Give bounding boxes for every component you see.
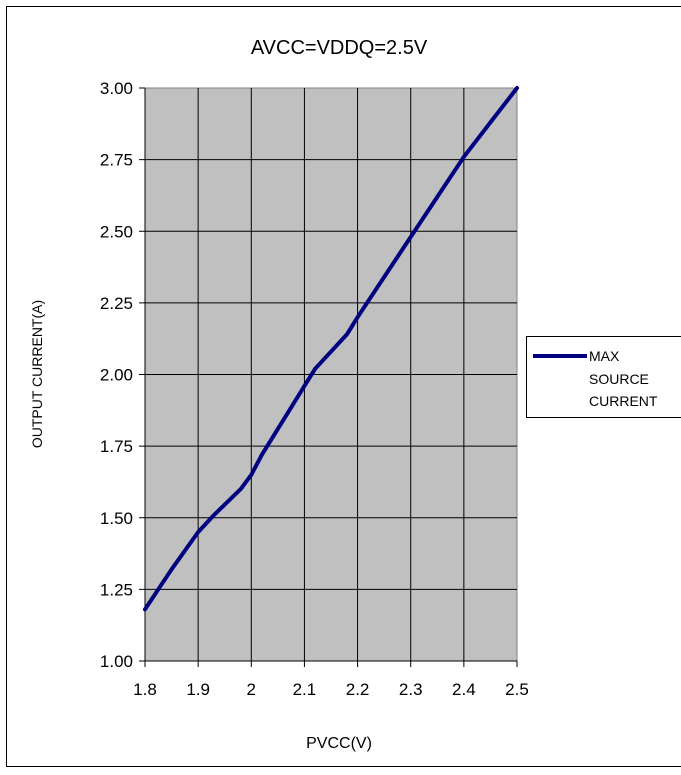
y-tick-label-1: 1.25 — [100, 580, 133, 599]
legend-label-line-3: CURRENT — [589, 393, 658, 409]
y-tick-label-4: 2.00 — [100, 366, 133, 385]
legend: MAX SOURCE CURRENT — [527, 337, 681, 418]
x-axis-label: PVCC(V) — [306, 735, 372, 752]
y-tick-label-8: 3.00 — [100, 79, 133, 98]
y-tick-label-0: 1.00 — [100, 652, 133, 671]
x-tick-label-7: 2.5 — [505, 680, 529, 699]
legend-label-line-2: SOURCE — [589, 371, 649, 387]
x-tick-label-6: 2.4 — [452, 680, 476, 699]
y-tick-label-3: 1.75 — [100, 437, 133, 456]
x-axis-ticks: 1.8 1.9 2 2.1 2.2 2.3 2.4 2.5 — [133, 661, 529, 699]
y-axis-label: OUTPUT CURRENT(A) — [29, 300, 45, 448]
chart-title: AVCC=VDDQ=2.5V — [251, 37, 428, 59]
y-tick-label-2: 1.50 — [100, 509, 133, 528]
x-tick-label-3: 2.1 — [293, 680, 317, 699]
x-tick-label-2: 2 — [247, 680, 256, 699]
y-tick-label-7: 2.75 — [100, 151, 133, 170]
y-tick-label-6: 2.50 — [100, 222, 133, 241]
y-axis-ticks: 1.00 1.25 1.50 1.75 2.00 2.25 2.50 2.75 3.00 — [100, 79, 145, 671]
x-tick-label-0: 1.8 — [133, 680, 157, 699]
x-tick-label-5: 2.3 — [399, 680, 423, 699]
x-tick-label-4: 2.2 — [346, 680, 370, 699]
y-tick-label-5: 2.25 — [100, 294, 133, 313]
x-tick-label-1: 1.9 — [186, 680, 210, 699]
legend-label-line-1: MAX — [589, 348, 620, 364]
